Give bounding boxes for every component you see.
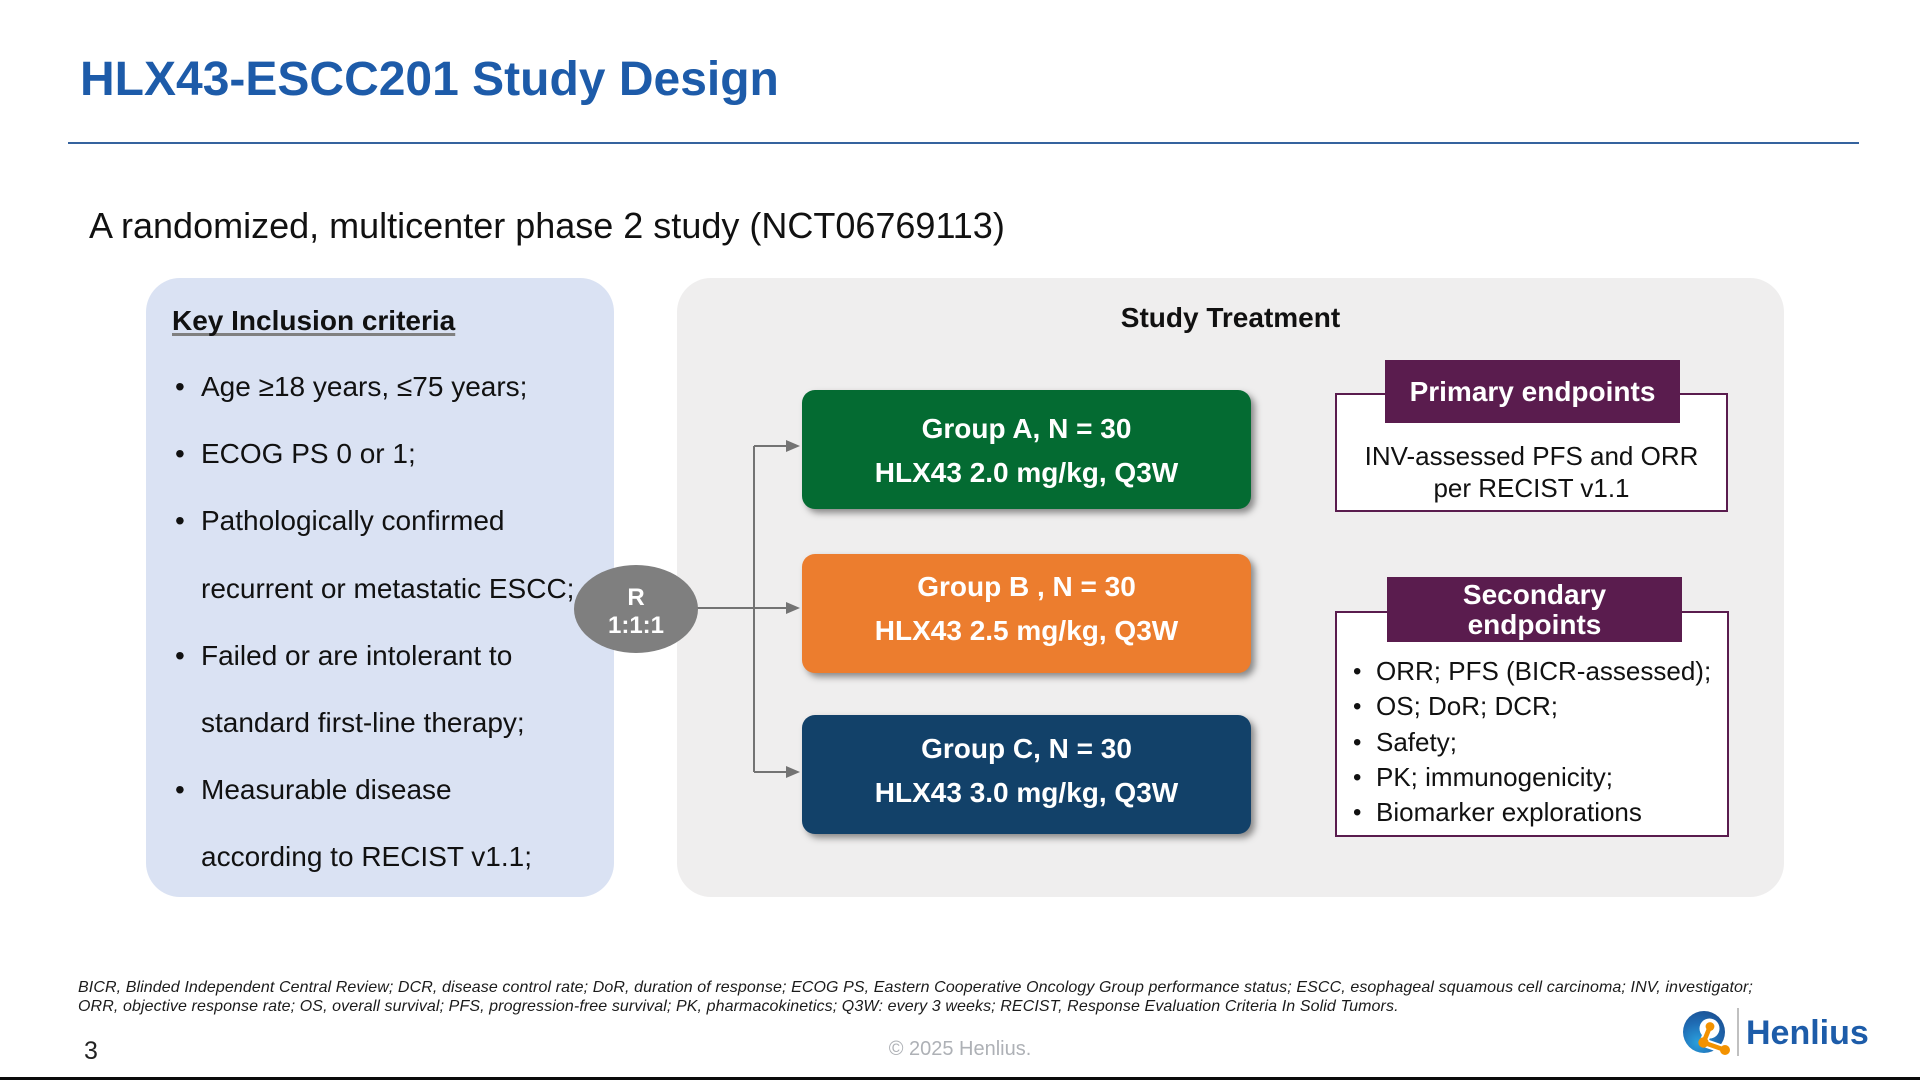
svg-text:R: R — [627, 584, 644, 611]
svg-text:1:1:1: 1:1:1 — [608, 612, 664, 639]
